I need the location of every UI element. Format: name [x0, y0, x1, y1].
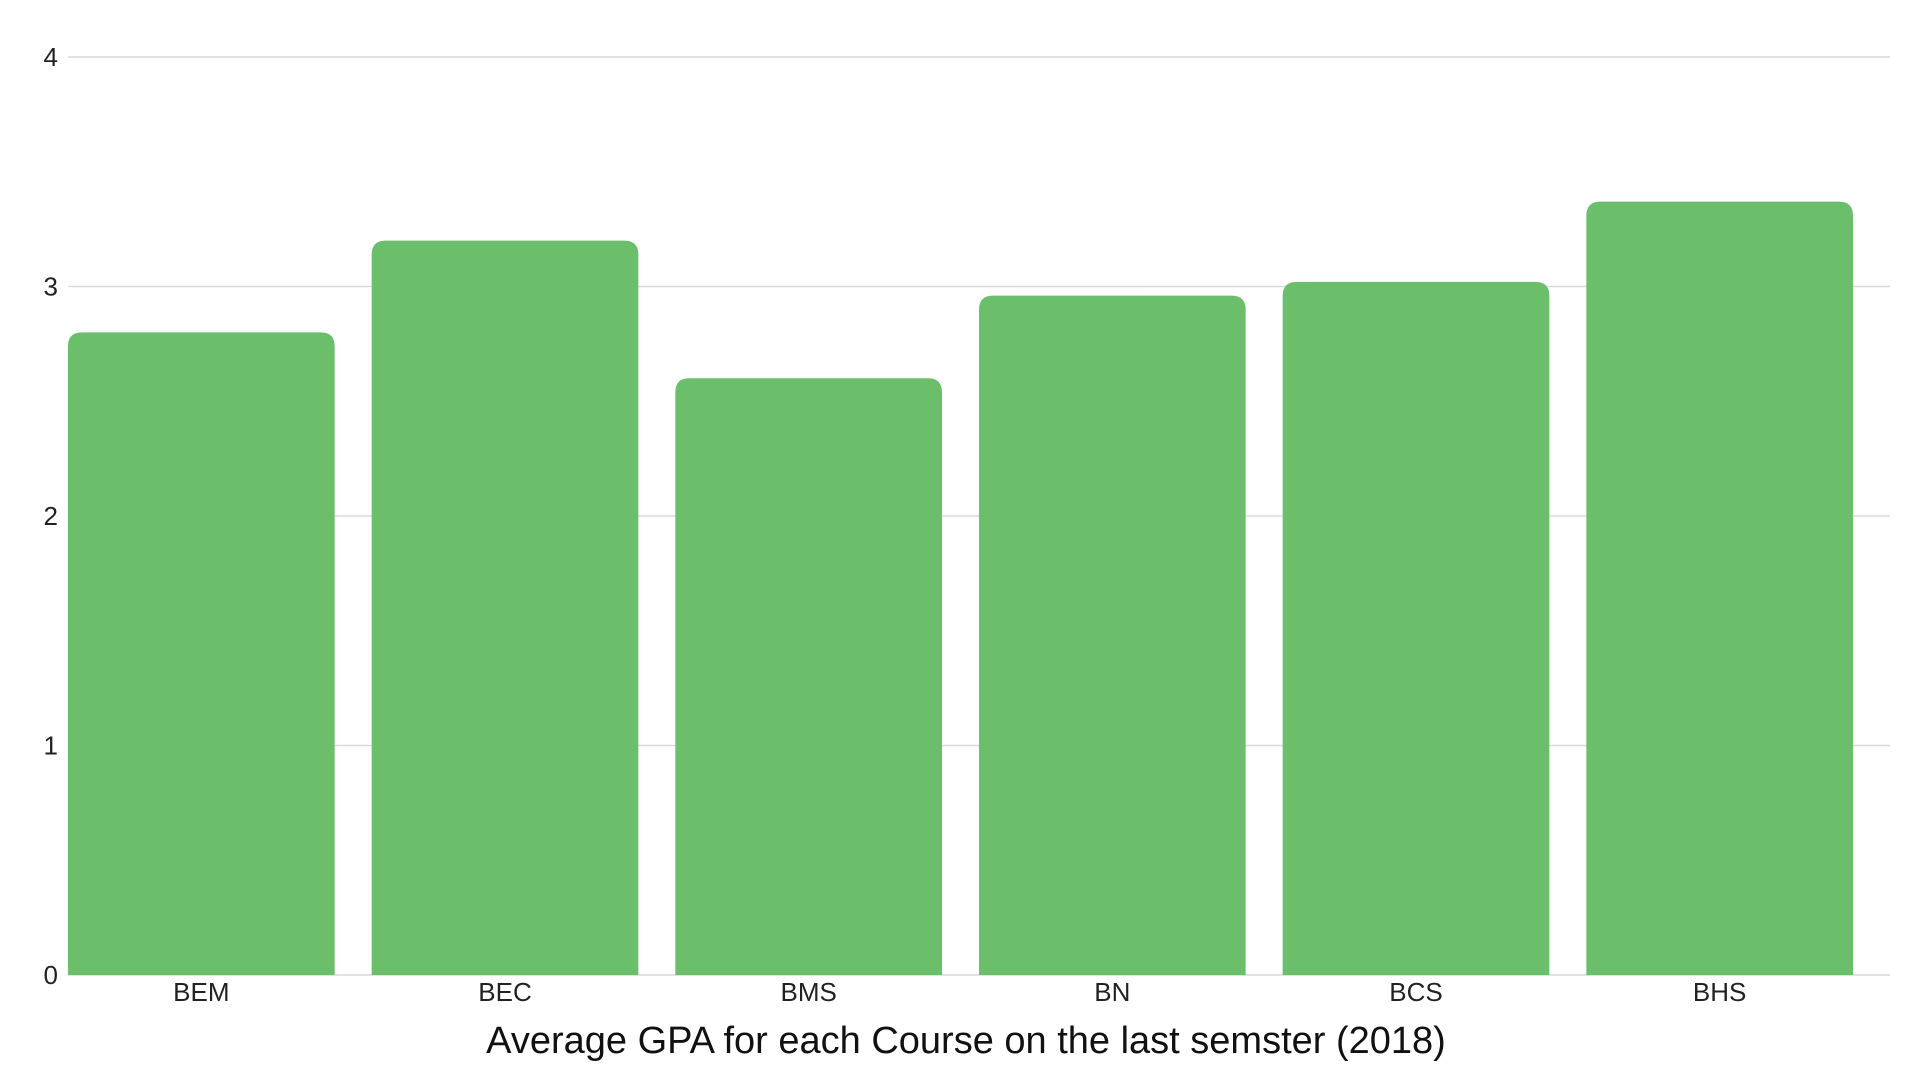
x-tick-label: BEC — [478, 977, 531, 1007]
x-tick-label: BEM — [173, 977, 229, 1007]
x-tick-label: BN — [1094, 977, 1130, 1007]
bar-bn[interactable] — [979, 295, 1246, 975]
x-tick-label: BHS — [1693, 977, 1746, 1007]
bar-bem[interactable] — [68, 332, 335, 975]
y-tick-label: 2 — [44, 501, 58, 531]
y-tick-label: 4 — [44, 42, 58, 72]
y-tick-label: 0 — [44, 960, 58, 990]
bars — [68, 201, 1853, 976]
x-axis-ticks: BEM BEC BMS BN BCS BHS — [173, 977, 1746, 1007]
x-tick-label: BCS — [1389, 977, 1442, 1007]
y-tick-label: 1 — [44, 731, 58, 761]
bar-bcs[interactable] — [1282, 281, 1550, 975]
bar-bms[interactable] — [675, 378, 942, 975]
bar-bhs[interactable] — [1586, 201, 1853, 975]
y-axis-ticks: 0 1 2 3 4 — [44, 42, 58, 990]
x-tick-label: BMS — [780, 977, 836, 1007]
bar-bec[interactable] — [371, 240, 639, 976]
x-axis-label: Average GPA for each Course on the last … — [486, 1020, 1446, 1062]
y-tick-label: 3 — [44, 272, 58, 302]
